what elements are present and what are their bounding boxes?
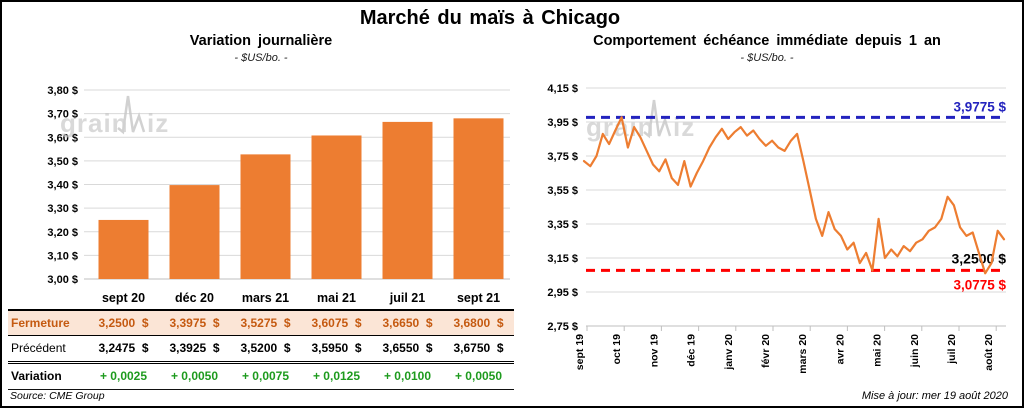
front-month-line-chart: 4,15 $ 3,95 $ 3,75 $ 3,55 $ 3,35 $ 3,15 $ 2,95…	[547, 83, 1006, 374]
x-tick-label-août-20: août 20	[983, 334, 995, 371]
daily-variation-bar-chart: 3,80 $ 3,70 $ 3,60 $ 3,50 $ 3,40 $ 3,30 $ 3,20…	[47, 85, 510, 286]
x-tick-label-sept-19: sept 19	[574, 334, 586, 370]
x-tick-label-janv-20: janv 20	[723, 334, 735, 371]
low-value-label: 3,0775 $	[953, 277, 1006, 292]
bar-sept 20	[98, 219, 149, 279]
cell-fermeture-sept-21: 3,6800 $	[443, 310, 514, 336]
watermark-zigzag-icon	[117, 95, 146, 135]
cell-precedent-déc-20: 3,3925 $	[159, 335, 230, 364]
y-tick-label: 3,35 $	[547, 219, 578, 231]
cell-fermeture-déc-20: 3,3975 $	[159, 310, 230, 336]
price-line-series	[582, 116, 1006, 275]
cell-precedent-mai-21: 3,5950 $	[301, 335, 372, 364]
cell-variation-mars-21: + 0,0075	[230, 362, 301, 390]
cell-fermeture-sept-20: 3,2500 $	[88, 310, 159, 336]
x-tick-label-nov-19: nov 19	[648, 334, 660, 367]
source-note: Source: CME Group	[10, 390, 105, 402]
y-tick-label: 3,20 $	[47, 227, 78, 239]
watermark-text-right: iz	[147, 108, 169, 138]
grainwiz-watermark: grain iz	[60, 95, 169, 138]
year-behavior-panel: Comportement échéance immédiate depuis 1…	[514, 32, 1020, 386]
column-header-mars-21: mars 21	[230, 286, 301, 311]
watermark-text-right: iz	[673, 112, 695, 142]
y-tick-label: 3,30 $	[47, 203, 78, 215]
x-tick-label-oct-19: oct 19	[611, 334, 623, 365]
column-header-sept-21: sept 21	[443, 286, 514, 311]
line-chart-title: Comportement échéance immédiate depuis 1…	[593, 33, 941, 49]
bar-chart-subtitle: - $US/bo. -	[234, 52, 288, 64]
y-tick-label: 3,15 $	[547, 253, 578, 265]
column-header-mai-21: mai 21	[301, 286, 372, 311]
column-header-déc-20: déc 20	[159, 286, 230, 311]
y-tick-label: 2,75 $	[547, 321, 578, 333]
bar-sept 21	[453, 118, 504, 279]
y-tick-label: 3,50 $	[47, 156, 78, 168]
watermark-zigzag-icon	[643, 99, 672, 139]
bar-mars 21	[240, 154, 291, 279]
bar-déc 20	[169, 185, 220, 279]
row-label-fermeture: Fermeture	[8, 310, 88, 336]
cell-precedent-sept-20: 3,2475 $	[88, 335, 159, 364]
cell-variation-sept-21: + 0,0050	[443, 362, 514, 390]
table-header-row: sept 20 déc 20 mars 21 mai 21 juil 21 sept 21	[8, 286, 514, 311]
update-note: Mise à jour: mer 19 août 2020	[861, 390, 1008, 402]
y-tick-label: 3,55 $	[547, 185, 578, 197]
cell-precedent-juil-21: 3,6550 $	[372, 335, 443, 364]
y-tick-label: 3,40 $	[47, 180, 78, 192]
y-tick-label: 3,10 $	[47, 250, 78, 262]
row-label-variation: Variation	[8, 362, 88, 390]
cell-variation-juil-21: + 0,0100	[372, 362, 443, 390]
x-tick-label-juil-20: juil 20	[946, 334, 958, 365]
page-title: Marché du maïs à Chicago	[359, 7, 621, 29]
cell-fermeture-mars-21: 3,5275 $	[230, 310, 301, 336]
table-row-variation: Variation + 0,0025 + 0,0050 + 0,0075 + 0,012…	[8, 362, 514, 390]
daily-variation-panel: Variation journalière - $US/bo. - 3,80 $…	[8, 32, 514, 390]
bar-juil 21	[382, 121, 433, 279]
cell-variation-sept-20: + 0,0025	[88, 362, 159, 390]
x-tick-label-déc-19: déc 19	[686, 334, 698, 367]
cell-variation-déc-20: + 0,0050	[159, 362, 230, 390]
x-tick-label-mai-20: mai 20	[872, 334, 884, 367]
y-tick-label: 3,95 $	[547, 117, 578, 129]
x-tick-label-juin-20: juin 20	[909, 334, 921, 368]
x-tick-label-févr-20: févr 20	[760, 334, 772, 368]
y-tick-label: 3,60 $	[47, 132, 78, 144]
grainwiz-watermark: grain iz	[586, 99, 695, 142]
high-value-label: 3,9775 $	[953, 99, 1006, 114]
bar-mai 21	[311, 135, 362, 279]
y-tick-label: 4,15 $	[547, 83, 578, 95]
cell-fermeture-juil-21: 3,6650 $	[372, 310, 443, 336]
row-label-precedent: Précédent	[8, 335, 88, 364]
y-tick-label: 2,95 $	[547, 287, 578, 299]
x-tick-label-avr-20: avr 20	[834, 334, 846, 365]
x-tick-label-mars-20: mars 20	[797, 334, 809, 374]
y-tick-label: 3,70 $	[47, 109, 78, 121]
line-chart-subtitle: - $US/bo. -	[740, 52, 794, 64]
table-row-fermeture: Fermeture 3,2500 $3,3975 $3,5275 $3,6075 …	[8, 310, 514, 336]
cell-precedent-sept-21: 3,6750 $	[443, 335, 514, 364]
watermark-text-left: grain	[60, 108, 129, 138]
table-row-precedent: Précédent 3,2475 $3,3925 $3,5200 $3,5950 …	[8, 335, 514, 364]
y-tick-label: 3,00 $	[47, 274, 78, 286]
y-tick-label: 3,80 $	[47, 85, 78, 97]
cell-variation-mai-21: + 0,0125	[301, 362, 372, 390]
table-corner-cell	[8, 286, 88, 311]
cell-precedent-mars-21: 3,5200 $	[230, 335, 301, 364]
column-header-sept-20: sept 20	[88, 286, 159, 311]
column-header-juil-21: juil 21	[372, 286, 443, 311]
cell-fermeture-mai-21: 3,6075 $	[301, 310, 372, 336]
futures-table: sept 20 déc 20 mars 21 mai 21 juil 21 sept 21…	[8, 286, 514, 390]
bar-chart-title: Variation journalière	[189, 33, 333, 49]
y-tick-label: 3,75 $	[547, 151, 578, 163]
